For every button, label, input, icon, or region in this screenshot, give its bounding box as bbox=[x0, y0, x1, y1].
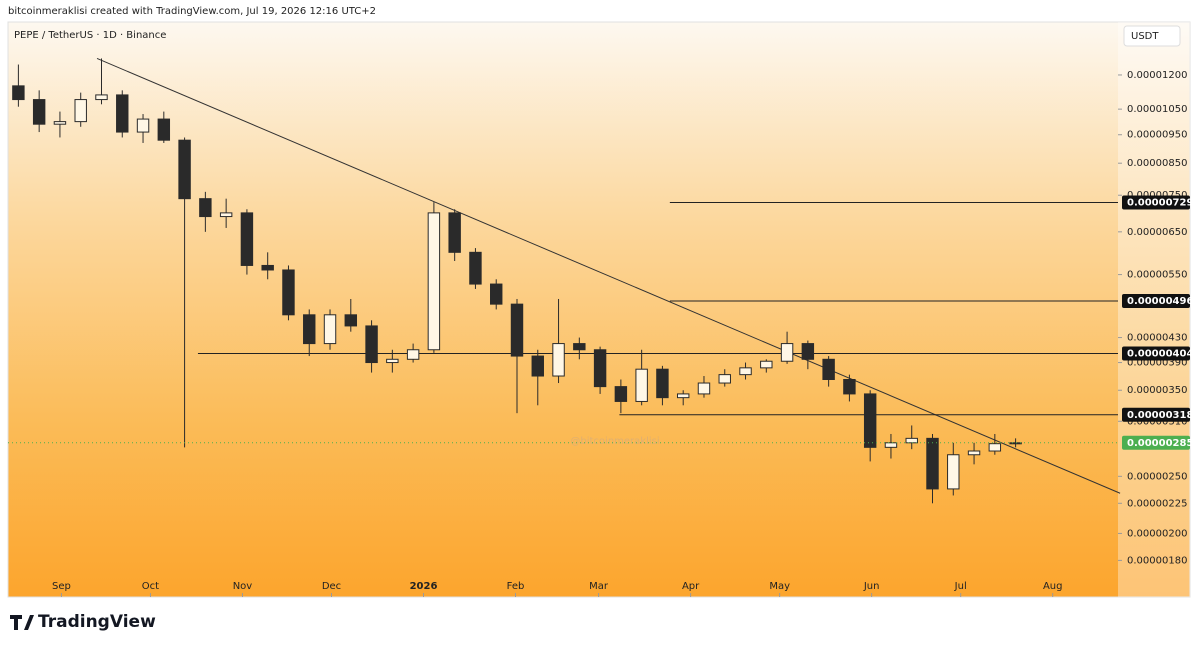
level-label: 0.00000404 bbox=[1127, 349, 1193, 360]
candle-body bbox=[988, 443, 1002, 452]
logo: TradingView bbox=[10, 612, 156, 632]
candle-body bbox=[406, 349, 420, 360]
y-tick-label: 0.00001200 bbox=[1127, 70, 1187, 81]
y-tick-label: 0.00001050 bbox=[1127, 104, 1187, 115]
candle-body bbox=[32, 99, 46, 125]
y-tick-label: 0.00000310 bbox=[1127, 416, 1187, 427]
candle-body bbox=[448, 212, 461, 253]
last-price-label: 0.00000285 bbox=[1127, 438, 1193, 449]
x-tick-label: Nov bbox=[233, 581, 253, 592]
candle-body bbox=[801, 343, 815, 360]
candle-body bbox=[1009, 442, 1022, 445]
candle-body bbox=[863, 393, 877, 448]
candle-body bbox=[656, 368, 669, 399]
y-tick-label: 0.00000350 bbox=[1127, 385, 1187, 396]
candle-body bbox=[157, 118, 171, 141]
candle-body bbox=[240, 212, 254, 266]
level-label: 0.00000496 bbox=[1127, 296, 1193, 307]
candle-body bbox=[74, 99, 87, 123]
y-tick-label: 0.00000225 bbox=[1127, 498, 1187, 509]
y-tick-label: 0.00000200 bbox=[1127, 528, 1187, 539]
candle-body bbox=[12, 85, 25, 101]
candle-body bbox=[510, 303, 524, 357]
last-price-box bbox=[1122, 435, 1190, 450]
x-tick-label: Jun bbox=[863, 581, 880, 592]
candle-body bbox=[676, 393, 690, 399]
candle-body bbox=[760, 360, 773, 369]
candle-body bbox=[282, 269, 295, 316]
y-tick-label: 0.00000180 bbox=[1127, 555, 1187, 566]
candle-body bbox=[967, 450, 981, 456]
candle-body bbox=[303, 314, 316, 345]
x-tick-label: Aug bbox=[1043, 581, 1063, 592]
logo-mark bbox=[10, 615, 34, 630]
candle-body bbox=[261, 264, 274, 271]
candle-body bbox=[905, 437, 918, 444]
credit: bitcoinmeraklisi created with TradingVie… bbox=[8, 6, 376, 17]
symbol-title: PEPE / TetherUS · 1D · Binance bbox=[14, 30, 166, 41]
y-tick-label: 0.00000250 bbox=[1127, 471, 1187, 482]
candle-body bbox=[926, 437, 939, 490]
currency-box[interactable] bbox=[1123, 25, 1181, 47]
watermark: @bitcoinmeraklisi bbox=[570, 436, 659, 447]
price-axis bbox=[1118, 22, 1190, 597]
level-label-box bbox=[1122, 407, 1190, 422]
candle-body bbox=[697, 382, 711, 395]
x-tick-label: Sep bbox=[52, 581, 71, 592]
candle-body bbox=[199, 198, 212, 218]
candle-body bbox=[635, 368, 648, 402]
x-tick-label: Apr bbox=[682, 581, 700, 592]
y-tick-label: 0.00000390 bbox=[1127, 358, 1187, 369]
candle-body bbox=[365, 325, 378, 364]
candle-body bbox=[490, 283, 503, 305]
candle-body bbox=[95, 94, 108, 101]
candle-body bbox=[780, 343, 794, 362]
candle-body bbox=[593, 349, 607, 388]
y-tick-label: 0.00000950 bbox=[1127, 130, 1187, 141]
candle-body bbox=[323, 314, 337, 345]
candle-body bbox=[178, 139, 191, 200]
x-tick-label: May bbox=[769, 581, 790, 592]
candle-body bbox=[219, 212, 233, 218]
candle-body bbox=[469, 251, 482, 285]
candle-body bbox=[843, 378, 856, 395]
y-tick-label: 0.00000850 bbox=[1127, 158, 1187, 169]
brand: TradingView bbox=[38, 612, 156, 632]
y-tick-label: 0.00000550 bbox=[1127, 270, 1187, 281]
candle-body bbox=[531, 355, 544, 377]
level-label: 0.00000729 bbox=[1127, 197, 1193, 208]
level-label-box bbox=[1122, 346, 1190, 361]
candle-body bbox=[136, 118, 150, 133]
candle-body bbox=[552, 343, 565, 377]
candle-body bbox=[884, 442, 898, 448]
x-tick-label: 2026 bbox=[410, 581, 438, 592]
candle-body bbox=[386, 358, 399, 364]
trendline bbox=[96, 57, 1121, 494]
currency[interactable]: USDT bbox=[1131, 31, 1159, 42]
level-label-box bbox=[1122, 294, 1190, 309]
candle-body bbox=[822, 358, 835, 380]
candle-body bbox=[614, 386, 628, 402]
plot-background bbox=[7, 21, 1191, 598]
level-label-box bbox=[1122, 195, 1190, 210]
candle-body bbox=[947, 454, 960, 490]
candle-body bbox=[573, 343, 586, 351]
candle-body bbox=[116, 94, 129, 133]
candle-body bbox=[53, 121, 67, 125]
candle-body bbox=[427, 212, 441, 351]
x-tick-label: Jul bbox=[954, 581, 967, 592]
candle-body bbox=[718, 374, 731, 384]
x-tick-label: Oct bbox=[142, 581, 159, 592]
candle-body bbox=[739, 367, 752, 376]
x-tick-label: Mar bbox=[589, 581, 609, 592]
x-tick-label: Dec bbox=[322, 581, 341, 592]
candle-body bbox=[344, 314, 358, 327]
y-tick-label: 0.00000650 bbox=[1127, 227, 1187, 238]
x-tick-label: Feb bbox=[507, 581, 525, 592]
y-tick-label: 0.00000430 bbox=[1127, 333, 1187, 344]
level-label: 0.00000318 bbox=[1127, 410, 1193, 421]
